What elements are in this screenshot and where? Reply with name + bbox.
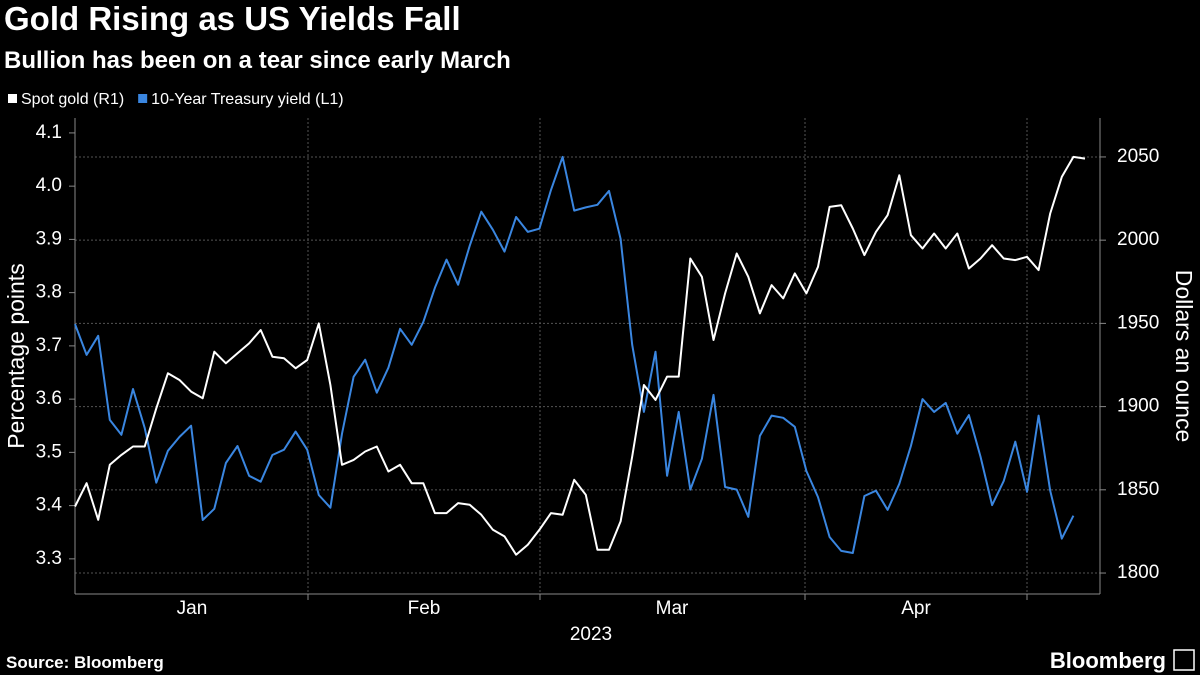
- y2-axis-title: Dollars an ounce: [1171, 270, 1197, 443]
- y-tick-label: 3.6: [36, 388, 62, 409]
- chart-title: Gold Rising as US Yields Fall: [4, 0, 461, 37]
- y2-tick-label: 1950: [1117, 312, 1159, 333]
- y2-tick-label: 2000: [1117, 229, 1159, 250]
- x-tick-label: Jan: [177, 598, 208, 619]
- y2-tick-label: 2050: [1117, 146, 1159, 167]
- chart-subtitle: Bullion has been on a tear since early M…: [4, 47, 511, 74]
- y-tick-label: 3.7: [36, 335, 62, 356]
- brand-icon: [1173, 649, 1195, 671]
- x-tick-label: Apr: [901, 598, 931, 619]
- series-line: [74, 155, 1086, 556]
- y-tick-label: 3.5: [36, 441, 62, 462]
- series-line: [74, 155, 1075, 554]
- legend-label: Spot gold (R1): [21, 91, 124, 108]
- y-tick-label: 3.3: [36, 548, 62, 569]
- y2-tick-label: 1850: [1117, 479, 1159, 500]
- y2-tick-label: 1900: [1117, 396, 1159, 417]
- y-axis-title: Percentage points: [3, 263, 29, 448]
- legend-swatch: [8, 94, 17, 103]
- x-tick-label: Mar: [656, 598, 689, 619]
- y-tick-label: 3.4: [36, 495, 63, 516]
- y-tick-label: 4.1: [36, 122, 62, 143]
- y-tick-label: 3.9: [36, 228, 62, 249]
- y2-tick-label: 1800: [1117, 562, 1159, 583]
- x-tick-label: Feb: [408, 598, 441, 619]
- legend-label: 10-Year Treasury yield (L1): [151, 91, 343, 108]
- source: Source: Bloomberg: [6, 653, 164, 672]
- y-tick-label: 3.8: [36, 282, 62, 303]
- brand: Bloomberg: [1050, 648, 1166, 673]
- y-tick-label: 4.0: [36, 175, 62, 196]
- legend-swatch: [138, 94, 148, 103]
- x-axis-title: 2023: [570, 624, 612, 645]
